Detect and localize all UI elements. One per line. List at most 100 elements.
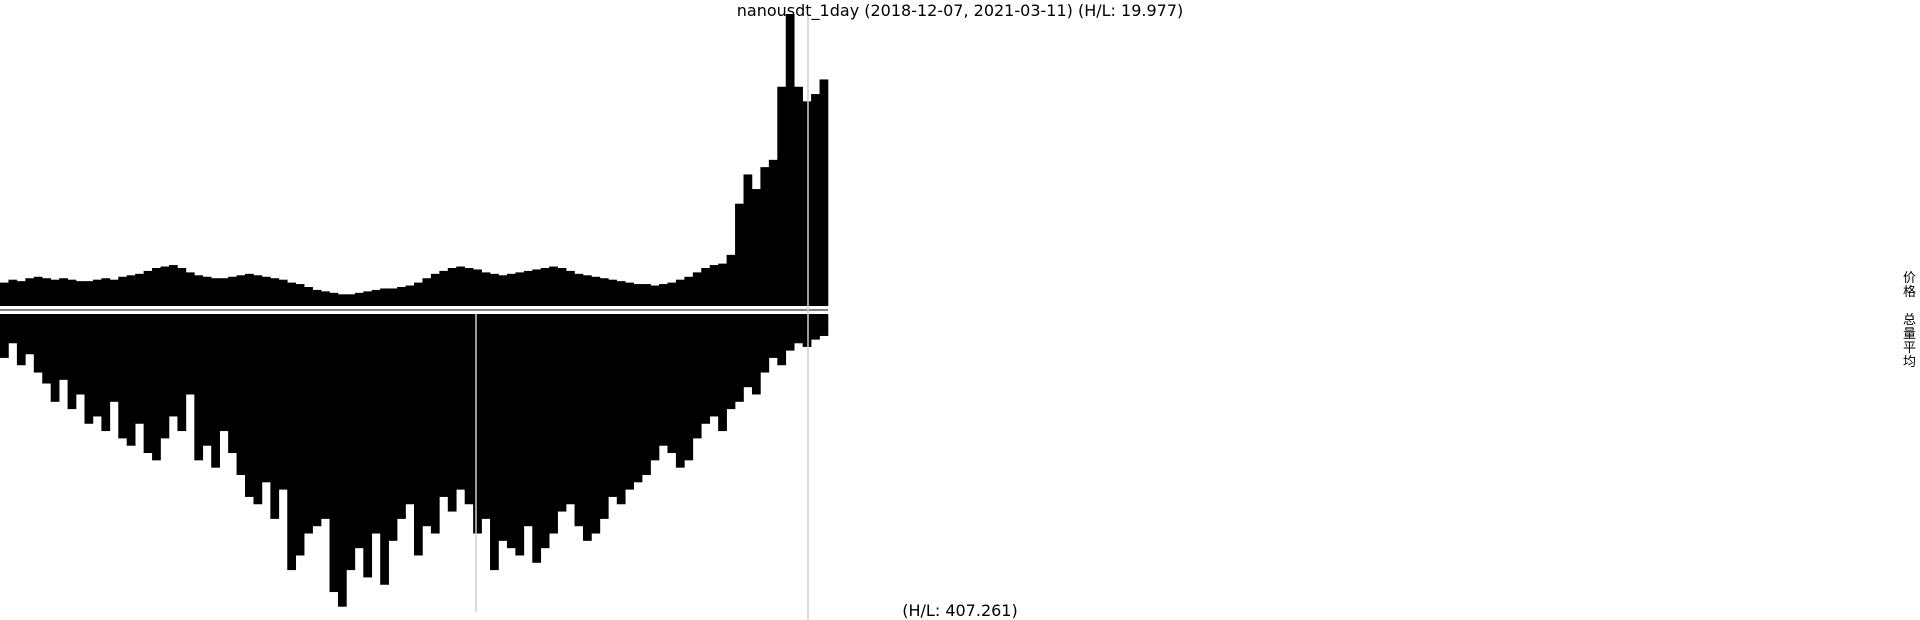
- volume-bar: [126, 314, 136, 446]
- volume-bar: [515, 314, 525, 556]
- volume-bar: [692, 314, 702, 439]
- price-bar: [211, 278, 220, 306]
- price-bar: [701, 268, 711, 306]
- volume-bar: [557, 314, 567, 512]
- price-bar: [329, 292, 339, 306]
- price-bar: [667, 282, 677, 306]
- price-bar: [422, 278, 432, 306]
- price-bar: [506, 273, 516, 306]
- price-bar: [16, 281, 26, 306]
- volume-bar: [430, 314, 440, 534]
- price-bar: [566, 270, 575, 306]
- volume-bar: [684, 314, 694, 461]
- volume-bar: [16, 314, 26, 366]
- volume-bar: [67, 314, 77, 410]
- volume-bar: [473, 314, 482, 534]
- volume-bar: [236, 314, 246, 475]
- price-bar: [8, 279, 18, 306]
- price-bar: [346, 294, 356, 306]
- price-bar: [42, 278, 51, 306]
- price-bar: [591, 276, 601, 306]
- volume-bar: [321, 314, 330, 519]
- legend-price: 价格: [1903, 271, 1917, 300]
- price-bar: [109, 279, 119, 306]
- price-bar: [202, 276, 212, 306]
- volume-bar: [591, 314, 601, 534]
- price-bar: [135, 273, 144, 306]
- volume-bar: [422, 314, 432, 527]
- volume-bar: [659, 314, 668, 446]
- price-bar: [405, 285, 415, 306]
- volume-bar: [287, 314, 297, 571]
- price-bar: [675, 279, 685, 306]
- volume-bar: [219, 314, 229, 432]
- price-bar: [312, 289, 322, 306]
- price-bar: [228, 276, 237, 306]
- price-bar: [414, 282, 423, 306]
- price-bar: [236, 275, 246, 306]
- volume-bar: [701, 314, 711, 424]
- price-bar: [270, 278, 280, 306]
- volume-bar: [718, 314, 727, 432]
- price-bar: [50, 279, 60, 306]
- price-bar: [481, 272, 491, 306]
- price-bar: [498, 275, 508, 306]
- price-bar: [388, 288, 398, 306]
- volume-bar: [59, 314, 68, 380]
- volume-bar: [25, 314, 35, 355]
- volume-bar: [118, 314, 128, 439]
- price-bar: [168, 265, 178, 306]
- volume-bar: [523, 314, 533, 527]
- volume-bar: [92, 314, 102, 417]
- price-bar: [684, 276, 694, 306]
- price-bar: [659, 284, 668, 306]
- price-bar: [177, 268, 187, 306]
- price-bar: [549, 266, 558, 306]
- price-bar: [194, 275, 204, 306]
- volume-bar: [101, 314, 111, 432]
- volume-bar: [202, 314, 212, 446]
- price-bar: [599, 278, 609, 306]
- price-bar: [430, 273, 440, 306]
- chart-title: nanousdt_1day (2018-12-07, 2021-03-11) (…: [736, 1, 1184, 20]
- price-bar: [354, 292, 364, 306]
- volume-bar: [532, 314, 542, 563]
- price-bar: [490, 273, 499, 306]
- volume-bar: [785, 314, 795, 351]
- volume-bar: [50, 314, 60, 402]
- volume-bar: [143, 314, 153, 454]
- volume-bar: [177, 314, 187, 432]
- volume-bar: [346, 314, 356, 571]
- volume-bar: [245, 314, 254, 497]
- price-bar: [363, 291, 373, 306]
- volume-bar: [726, 314, 736, 410]
- volume-bar: [642, 314, 651, 475]
- price-bar: [540, 268, 550, 306]
- volume-bar: [253, 314, 263, 505]
- volume-bar: [261, 314, 271, 483]
- volume-bar: [0, 314, 9, 358]
- volume-bar: [397, 314, 406, 519]
- volume-bar: [540, 314, 550, 549]
- volume-bar: [599, 314, 609, 519]
- volume-bar: [456, 314, 465, 490]
- volume-bar: [481, 314, 491, 519]
- price-bar: [523, 270, 533, 306]
- volume-bar: [802, 314, 812, 347]
- price-bar: [760, 167, 770, 306]
- price-bar: [751, 189, 761, 306]
- volume-bar: [490, 314, 499, 571]
- volume-bar: [84, 314, 94, 424]
- price-bar: [532, 269, 542, 306]
- volume-hl-label: (H/L: 407.261): [902, 601, 1018, 620]
- volume-bar: [811, 314, 820, 340]
- price-bar: [616, 281, 626, 306]
- price-bar: [785, 14, 795, 306]
- volume-bar: [566, 314, 575, 505]
- price-bar: [92, 279, 102, 306]
- price-bar: [152, 268, 161, 306]
- volume-bar: [768, 314, 778, 358]
- volume-bar: [447, 314, 457, 512]
- volume-bar: [278, 314, 288, 490]
